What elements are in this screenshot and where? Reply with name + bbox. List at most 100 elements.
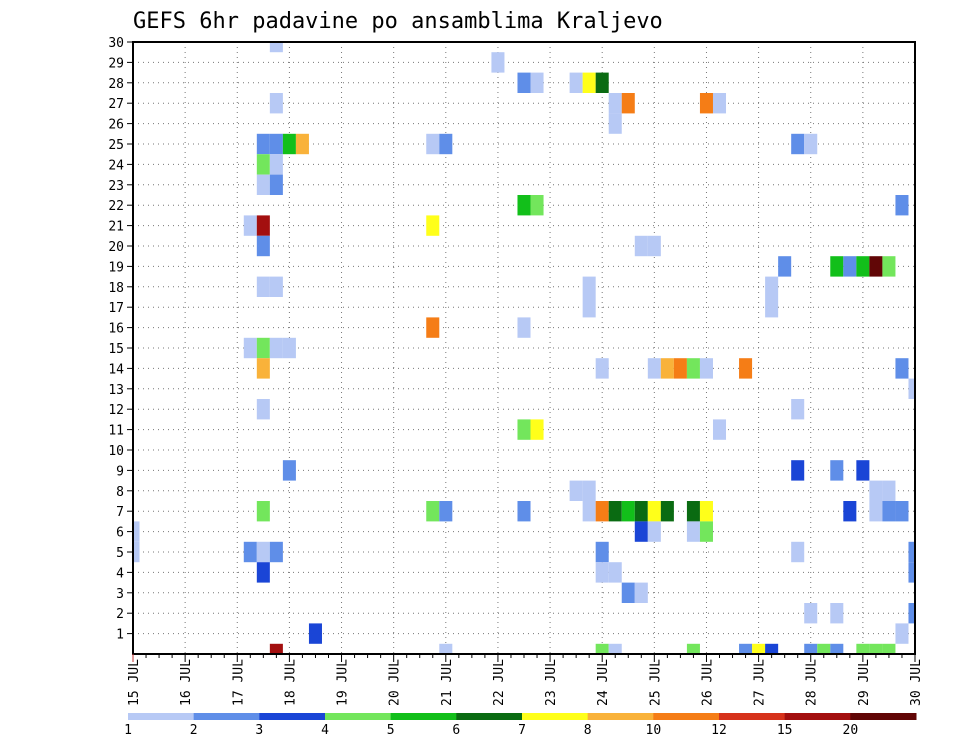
colorbar-segment: [193, 713, 260, 720]
heatmap-cell: [530, 419, 544, 440]
heatmap-cell: [595, 72, 609, 93]
y-tick-label: 18: [108, 281, 124, 296]
colorbar-segment: [390, 713, 457, 720]
heatmap-cell: [595, 541, 609, 563]
colorbar-segment: [259, 713, 326, 720]
heatmap-cell: [530, 72, 544, 93]
heatmap-cell: [256, 154, 270, 175]
x-tick-label: 23 JUL: [544, 659, 559, 706]
x-tick-label: 15 JUL: [127, 659, 142, 706]
heatmap-cell: [830, 256, 844, 277]
y-tick-label: 7: [116, 505, 124, 520]
heatmap-cell: [765, 643, 779, 654]
y-tick-label: 27: [108, 97, 124, 112]
heatmap-cell: [699, 358, 713, 379]
heatmap-cell: [608, 562, 622, 583]
heatmap-cell: [830, 643, 844, 654]
x-tick-label: 19 JUL: [336, 659, 351, 706]
heatmap-cell: [699, 521, 713, 542]
y-tick-label: 24: [108, 158, 124, 173]
heatmap-cell: [686, 643, 700, 654]
colorbar-segment: [587, 713, 654, 720]
heatmap-cell: [647, 501, 661, 522]
x-tick-label: 20 JUL: [388, 659, 403, 706]
heatmap-cell: [686, 358, 700, 379]
y-tick-label: 5: [116, 546, 124, 561]
heatmap-cell: [243, 215, 257, 236]
heatmap-cell: [582, 276, 596, 297]
heatmap-cell: [791, 133, 805, 155]
heatmap-cell: [621, 501, 635, 522]
y-tick-label: 2: [116, 607, 124, 622]
heatmap-cell: [595, 501, 609, 522]
heatmap-cell: [647, 358, 661, 379]
x-tick-label: 24 JUL: [596, 659, 611, 706]
heatmap-cell: [647, 235, 661, 257]
heatmap-cell: [882, 480, 896, 501]
heatmap-cell: [269, 174, 283, 195]
heatmap-cell: [869, 480, 883, 501]
heatmap-cell: [804, 643, 818, 654]
heatmap-cell: [133, 521, 140, 542]
y-tick-label: 1: [116, 628, 124, 643]
heatmap-cell: [882, 643, 896, 654]
heatmap-cell: [491, 52, 505, 73]
y-tick-label: 8: [116, 485, 124, 500]
x-tick-label: 30 JUL: [909, 659, 924, 706]
y-tick-label: 12: [108, 403, 124, 418]
heatmap-cell: [869, 501, 883, 522]
heatmap-cell: [830, 603, 844, 624]
x-tick-label: 27 JUL: [753, 659, 768, 706]
heatmap-cell: [256, 133, 270, 155]
heatmap-cell: [133, 541, 140, 563]
heatmap-cell: [634, 235, 648, 257]
heatmap-cell: [256, 276, 270, 297]
heatmap-cell: [517, 419, 531, 440]
heatmap-cell: [243, 337, 257, 359]
y-tick-label: 22: [108, 199, 124, 214]
heatmap-cell: [856, 460, 870, 481]
heatmap-cell: [869, 256, 883, 277]
heatmap-cell: [269, 93, 283, 114]
heatmap-cell: [256, 174, 270, 195]
heatmap-cell: [426, 317, 440, 338]
heatmap-cell: [517, 317, 531, 338]
heatmap-cell: [426, 215, 440, 236]
heatmap-cell: [673, 358, 687, 379]
y-tick-label: 29: [108, 56, 124, 71]
heatmap-cell: [569, 72, 583, 93]
y-tick-label: 28: [108, 77, 124, 92]
heatmap-cell: [595, 562, 609, 583]
heatmap-cell: [256, 337, 270, 359]
x-tick-label: 21 JUL: [440, 659, 455, 706]
x-tick-label: 28 JUL: [805, 659, 820, 706]
y-tick-label: 3: [116, 587, 124, 602]
heatmap-cell: [582, 297, 596, 318]
x-tick-label: 18 JUL: [283, 659, 298, 706]
heatmap-cell: [582, 501, 596, 522]
colorbar-label: 15: [777, 723, 793, 738]
heatmap-cell: [765, 276, 779, 297]
heatmap-cell: [530, 195, 544, 216]
heatmap-cell: [621, 582, 635, 603]
heatmap-cell: [439, 501, 453, 522]
heatmap-cell: [739, 643, 753, 654]
heatmap-cell: [791, 541, 805, 563]
heatmap-cells: [133, 42, 915, 654]
heatmap-cell: [269, 643, 283, 654]
heatmap-cell: [869, 643, 883, 654]
y-tick-label: 23: [108, 179, 124, 194]
heatmap-cell: [269, 541, 283, 563]
x-tick-label: 17 JUL: [231, 659, 246, 706]
heatmap-cell: [634, 521, 648, 542]
heatmap-cell: [908, 603, 915, 624]
y-tick-label: 9: [116, 464, 124, 479]
heatmap-cell: [269, 276, 283, 297]
heatmap-cell: [582, 480, 596, 501]
heatmap-cell: [908, 562, 915, 583]
y-tick-label: 10: [108, 444, 124, 459]
colorbar-segment: [522, 713, 589, 720]
x-axis-ticks: 15 JUL 16 JUL 17 JUL 18 JUL 19 JUL 20 JUL 21 J…: [127, 654, 924, 706]
